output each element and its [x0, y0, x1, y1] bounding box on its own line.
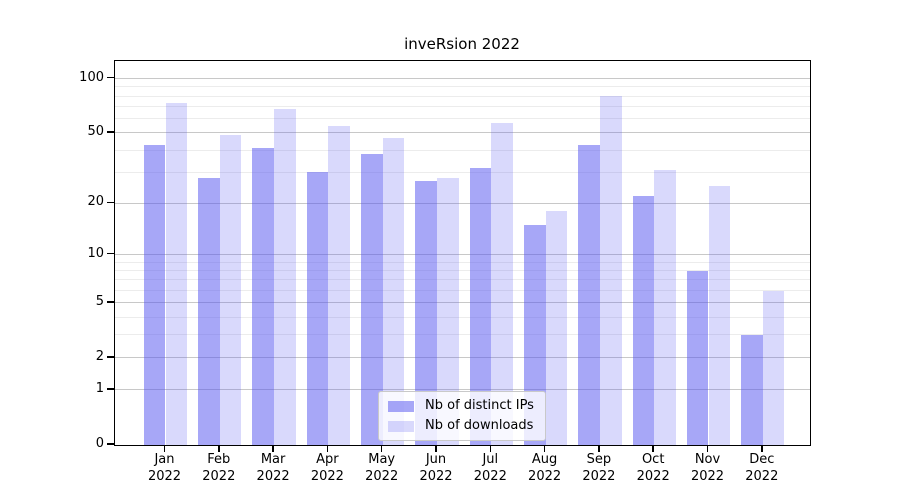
y-tick-mark-1	[107, 388, 114, 390]
bar-downloads-jun-2022	[437, 177, 459, 445]
gridline-minor-60	[115, 118, 810, 120]
gridline-major-5	[115, 302, 810, 304]
x-tick-mark-jan	[163, 445, 166, 452]
x-tick-label-aug-2022: Aug 2022	[528, 452, 562, 484]
x-tick-mark-feb	[218, 445, 220, 452]
y-tick-label-20: 20	[87, 194, 104, 210]
gridline-minor-9	[115, 261, 810, 263]
gridline-major-2	[115, 357, 810, 359]
x-tick-label-may-2022: May 2022	[365, 452, 399, 484]
bar-distinct-ips-may-2022	[361, 154, 383, 445]
y-tick-mark-10	[107, 252, 114, 255]
bar-distinct-ips-jan-2022	[143, 144, 166, 445]
gridline-major-100	[115, 78, 810, 80]
y-tick-label-100: 100	[79, 69, 104, 85]
legend-swatch-distinct-ips-icon	[388, 400, 414, 412]
y-tick-mark-20	[107, 201, 114, 204]
gridline-minor-40	[115, 149, 810, 151]
legend-swatch-downloads-icon	[388, 420, 414, 432]
bar-distinct-ips-sep-2022	[578, 144, 600, 445]
bar-distinct-ips-jun-2022	[415, 180, 437, 445]
y-tick-mark-50	[107, 131, 114, 133]
plot-area: Nb of distinct IPs Nb of downloads	[114, 60, 811, 446]
bar-downloads-sep-2022	[599, 96, 622, 445]
bar-distinct-ips-apr-2022	[306, 172, 329, 445]
bar-distinct-ips-dec-2022	[741, 334, 763, 445]
gridline-minor-30	[115, 171, 810, 173]
x-tick-label-dec-2022: Dec 2022	[745, 452, 779, 484]
bar-distinct-ips-oct-2022	[632, 196, 655, 445]
gridline-minor-4	[115, 316, 810, 318]
bar-downloads-feb-2022	[219, 134, 242, 445]
x-tick-mark-nov	[706, 445, 709, 452]
chart-title: inveRsion 2022	[404, 35, 520, 53]
y-tick-label-1: 1	[95, 380, 104, 396]
x-tick-mark-apr	[326, 445, 329, 452]
x-tick-mark-sep	[598, 445, 600, 452]
y-tick-label-0: 0	[95, 436, 104, 451]
y-tick-mark-2	[107, 356, 114, 358]
x-tick-mark-mar	[272, 445, 274, 452]
legend-item-downloads: Nb of downloads	[388, 419, 534, 433]
bar-downloads-jan-2022	[165, 103, 188, 445]
x-tick-mark-oct	[652, 445, 654, 452]
y-tick-label-50: 50	[87, 123, 104, 139]
bar-downloads-mar-2022	[274, 108, 296, 445]
y-tick-mark-100	[107, 76, 114, 79]
gridline-minor-7	[115, 279, 810, 281]
x-tick-mark-jul	[489, 445, 492, 452]
gridline-major-1	[115, 389, 810, 391]
y-tick-label-2: 2	[95, 348, 104, 364]
legend-label-distinct-ips: Nb of distinct IPs	[425, 398, 534, 413]
bar-distinct-ips-mar-2022	[252, 148, 275, 445]
x-tick-mark-jun	[435, 445, 437, 452]
bar-downloads-jul-2022	[491, 122, 513, 445]
bar-downloads-aug-2022	[545, 211, 568, 445]
x-tick-label-jul-2022: Jul 2022	[473, 452, 507, 484]
y-tick-label-10: 10	[87, 245, 104, 261]
bar-downloads-apr-2022	[328, 125, 351, 445]
x-tick-label-mar-2022: Mar 2022	[256, 452, 290, 484]
y-tick-mark-5	[107, 301, 114, 303]
x-tick-mark-dec	[761, 445, 763, 452]
bar-distinct-ips-feb-2022	[198, 177, 220, 445]
x-tick-mark-may	[380, 445, 383, 452]
bar-downloads-dec-2022	[762, 290, 785, 445]
x-tick-mark-aug	[543, 445, 546, 452]
legend-item-distinct-ips: Nb of distinct IPs	[388, 399, 534, 413]
bar-distinct-ips-jul-2022	[469, 167, 492, 445]
gridline-minor-8	[115, 270, 810, 272]
gridline-major-20	[115, 202, 810, 204]
bar-distinct-ips-aug-2022	[523, 224, 546, 445]
x-tick-label-oct-2022: Oct 2022	[636, 452, 670, 484]
x-tick-label-sep-2022: Sep 2022	[582, 452, 616, 484]
x-tick-label-nov-2022: Nov 2022	[690, 452, 725, 484]
gridline-minor-6	[115, 290, 810, 292]
gridline-minor-80	[115, 95, 810, 97]
legend-label-downloads: Nb of downloads	[425, 418, 534, 433]
x-tick-label-apr-2022: Apr 2022	[310, 452, 344, 484]
bar-downloads-may-2022	[382, 137, 405, 445]
bar-downloads-nov-2022	[708, 186, 731, 445]
y-tick-mark-0	[107, 443, 114, 445]
gridline-minor-70	[115, 106, 810, 108]
y-tick-label-5: 5	[95, 293, 104, 309]
x-tick-label-jan-2022: Jan 2022	[147, 452, 182, 484]
bar-distinct-ips-nov-2022	[686, 270, 709, 445]
bar-downloads-oct-2022	[654, 169, 676, 445]
gridline-minor-3	[115, 334, 810, 336]
gridline-minor-90	[115, 86, 810, 88]
legend: Nb of distinct IPs Nb of downloads	[378, 391, 546, 441]
x-tick-label-feb-2022: Feb 2022	[202, 452, 236, 484]
x-tick-label-jun-2022: Jun 2022	[419, 452, 453, 484]
gridline-major-10	[115, 254, 810, 256]
gridline-major-50	[115, 132, 810, 134]
